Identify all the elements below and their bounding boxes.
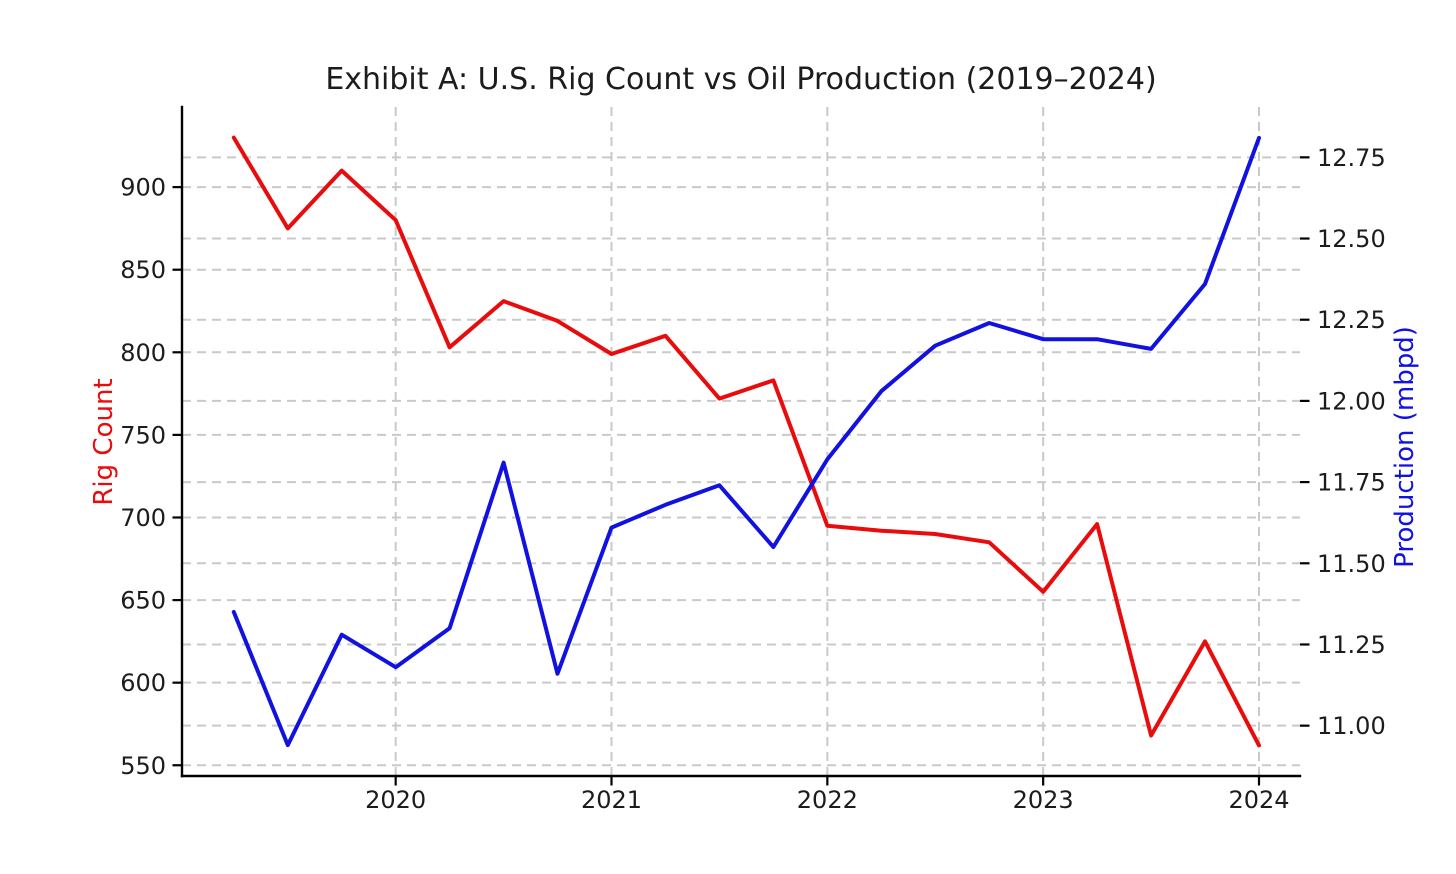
left-tick-label: 700: [120, 504, 166, 532]
right-tick-label: 12.00: [1317, 387, 1386, 415]
x-tick-label: 2024: [1228, 786, 1289, 814]
left-tick-label: 600: [120, 669, 166, 697]
right-tick-label: 11.75: [1317, 469, 1386, 497]
x-tick-label: 2023: [1013, 786, 1074, 814]
right-tick-label: 12.50: [1317, 225, 1386, 253]
left-tick-label: 550: [120, 752, 166, 780]
left-tick-label: 750: [120, 421, 166, 449]
left-tick-label: 650: [120, 587, 166, 615]
right-tick-label: 11.25: [1317, 631, 1386, 659]
rig-count-line: [231, 135, 1261, 748]
left-tick-label: 800: [120, 339, 166, 367]
right-tick-label: 11.50: [1317, 550, 1386, 578]
left-tick-label: 900: [120, 174, 166, 202]
right-tick-label: 11.00: [1317, 712, 1386, 740]
left-tick-label: 850: [120, 256, 166, 284]
right-tick-label: 12.25: [1317, 306, 1386, 334]
right-tick-label: 12.75: [1317, 144, 1386, 172]
production-line: [231, 135, 1261, 748]
chart-title: Exhibit A: U.S. Rig Count vs Oil Product…: [325, 62, 1157, 97]
x-tick-label: 2022: [797, 786, 858, 814]
x-tick-label: 2021: [581, 786, 642, 814]
x-tick-label: 2020: [365, 786, 426, 814]
